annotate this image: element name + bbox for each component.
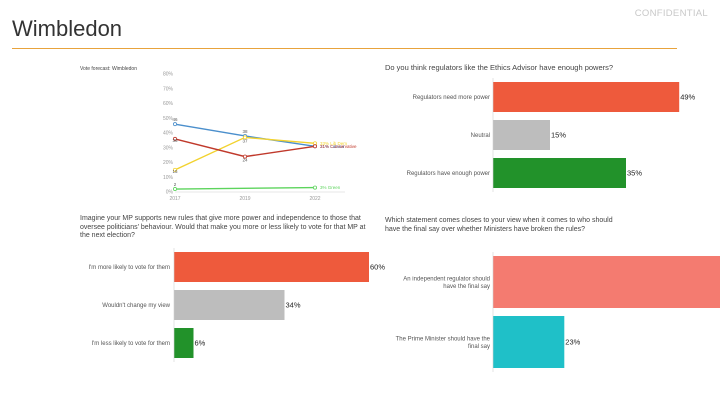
- x-tick-label: 2022: [309, 196, 320, 202]
- series-point: [312, 144, 317, 149]
- value-label: 49%: [680, 93, 695, 102]
- category-label: have the final say: [443, 284, 490, 290]
- value-label: 15%: [551, 131, 566, 140]
- bar-1: [493, 120, 550, 150]
- category-label: Regulators need more power: [413, 95, 490, 101]
- series-legend-label: 33% Lib Dem: [320, 141, 347, 146]
- category-label: Neutral: [471, 133, 490, 139]
- series-point: [312, 185, 317, 190]
- bar-0: [493, 82, 680, 112]
- value-label: 34%: [286, 301, 301, 310]
- value-label: 6%: [195, 339, 206, 348]
- value-label: 23%: [565, 338, 580, 347]
- mp-support-bar-chart: I'm more likely to vote for them 60% Would…: [88, 248, 385, 362]
- ethics-question-title: Do you think regulators like the Ethics …: [385, 63, 614, 72]
- series-point: [173, 122, 178, 127]
- line-chart-title: Vote forecast: Wimbledon: [80, 66, 137, 72]
- point-value-label: 15: [172, 169, 178, 174]
- final-say-bar-chart: An independent regulator should have the …: [396, 252, 720, 372]
- y-tick-label: 40%: [163, 131, 174, 137]
- bar-0: [174, 252, 369, 282]
- category-label: I'm more likely to vote for them: [88, 265, 170, 271]
- series-point: [173, 187, 178, 192]
- point-value-label: 46: [172, 117, 178, 122]
- category-label: The Prime Minister should have the: [396, 336, 491, 342]
- category-label: Wouldn't change my view: [102, 303, 170, 309]
- bar-2: [174, 328, 194, 358]
- series-point: [173, 136, 178, 141]
- point-value-label: 37: [242, 138, 248, 143]
- confidential-label: CONFIDENTIAL: [634, 8, 708, 19]
- category-label: Regulators have enough power: [407, 171, 490, 177]
- y-tick-label: 30%: [163, 145, 174, 151]
- ethics-powers-bar-chart: Regulators need more power 49% Neutral 15% R…: [407, 78, 696, 192]
- point-value-label: 38: [242, 129, 248, 134]
- header-divider: [12, 48, 677, 49]
- bar-1: [493, 316, 565, 368]
- x-tick-label: 2017: [169, 196, 180, 202]
- category-label: I'm less likely to vote for them: [91, 341, 170, 347]
- category-label: An independent regulator should: [403, 276, 490, 282]
- series-legend-label: 31% Labour: [320, 144, 345, 149]
- series-legend-label: 3% Green: [320, 185, 341, 190]
- y-tick-label: 80%: [163, 72, 174, 78]
- series-legend-label: 31% Conservative: [320, 144, 357, 149]
- y-tick-label: 70%: [163, 86, 174, 92]
- y-tick-label: 60%: [163, 101, 174, 107]
- page-title: Wimbledon: [12, 16, 123, 41]
- point-value-label: 36: [172, 138, 178, 143]
- vote-forecast-line-chart: Vote forecast: Wimbledon 0% 10% 20% 30% 40% 50…: [80, 66, 357, 202]
- y-tick-label: 10%: [163, 175, 174, 181]
- category-label: final say: [468, 344, 490, 350]
- series-line-3: [174, 186, 316, 190]
- x-tick-label: 2019: [239, 196, 250, 202]
- y-tick-label: 50%: [163, 116, 174, 122]
- point-value-label: 2: [174, 182, 177, 187]
- point-value-label: 24: [242, 158, 248, 163]
- value-label: 60%: [370, 263, 385, 272]
- bar-2: [493, 158, 626, 188]
- y-tick-label: 0%: [166, 190, 174, 196]
- mp-rules-question-title: Imagine your MP supports new rules that …: [80, 215, 366, 239]
- bar-0: [493, 256, 720, 308]
- series-point: [242, 154, 247, 159]
- y-tick-label: 20%: [163, 160, 174, 166]
- final-say-question-title: Which statement comes closes to your vie…: [385, 217, 613, 233]
- value-label: 35%: [627, 169, 642, 178]
- bar-1: [174, 290, 285, 320]
- series-point: [173, 167, 178, 172]
- series-point: [242, 135, 247, 140]
